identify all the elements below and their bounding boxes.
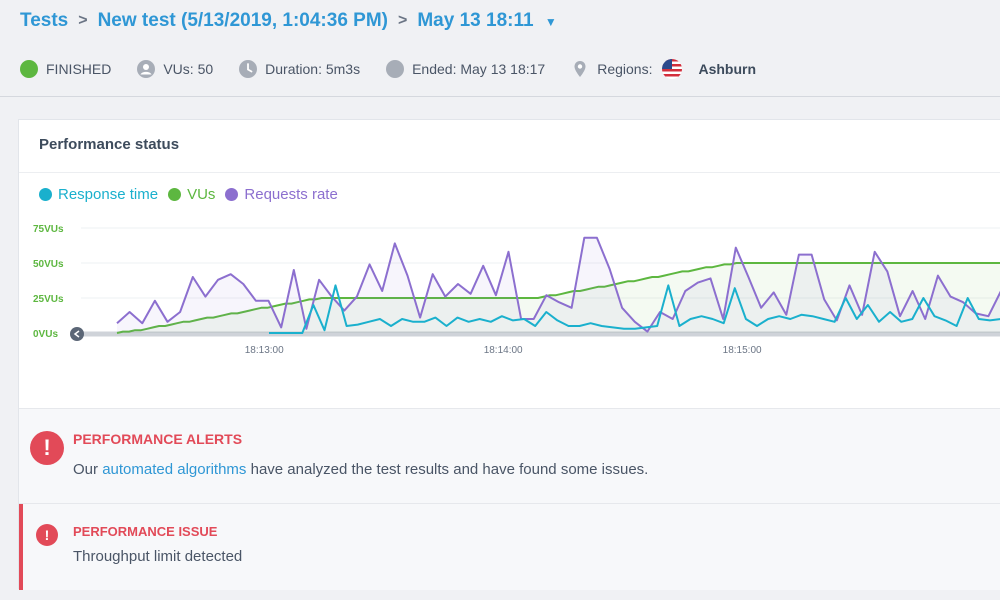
- caret-down-icon: ▼: [544, 15, 557, 29]
- status-regions: Regions: Ashburn: [571, 59, 756, 79]
- breadcrumb-test-link[interactable]: New test (5/13/2019, 1:04:36 PM): [97, 10, 388, 31]
- x-tick-label: 18:13:00: [245, 345, 284, 356]
- breadcrumb-tests-link[interactable]: Tests: [20, 10, 69, 31]
- chevron-left-glyph: [73, 330, 80, 338]
- x-tick-label: 18:15:00: [723, 345, 762, 356]
- alerts-text-before: Our: [73, 461, 103, 478]
- ended-label: Ended: May 13 18:17: [412, 61, 546, 77]
- ended-icon: [386, 60, 405, 78]
- card-header-divider: [19, 172, 1000, 173]
- us-flag-icon: [662, 59, 683, 79]
- run-selector[interactable]: May 13 18:11 ▼: [417, 10, 556, 32]
- alerts-title: PERFORMANCE ALERTS: [73, 431, 243, 447]
- alert-icon: !: [30, 431, 64, 465]
- status-vus: VUs: 50: [137, 60, 213, 78]
- alerts-text: Our automated algorithms have analyzed t…: [73, 461, 648, 478]
- clock-icon: [239, 60, 258, 78]
- status-finished: FINISHED: [20, 60, 111, 78]
- y-tick-label: 0VUs: [33, 329, 58, 340]
- alerts-text-after: have analyzed the test results and have …: [246, 461, 649, 478]
- breadcrumb: Tests > New test (5/13/2019, 1:04:36 PM)…: [20, 8, 557, 34]
- test-status-bar: FINISHED VUs: 50 Duration: 5m3s Ended: M…: [20, 58, 782, 80]
- chart-legend: Response time VUs Requests rate: [39, 186, 348, 203]
- status-ended: Ended: May 13 18:17: [386, 60, 545, 78]
- legend-dot-icon: [168, 188, 182, 201]
- y-tick-label: 75VUs: [33, 224, 64, 235]
- chevron-left-icon[interactable]: [70, 327, 84, 341]
- legend-dot-icon: [225, 188, 239, 201]
- series-line-response-time: [269, 284, 1000, 334]
- legend-response-time[interactable]: Response time: [39, 186, 158, 203]
- series-line-vus: [116, 262, 1000, 334]
- header-divider: [0, 96, 1000, 97]
- legend-dot-icon: [39, 188, 52, 201]
- run-selector-label: May 13 18:11: [417, 10, 534, 31]
- alert-icon: !: [36, 524, 58, 546]
- duration-label: Duration: 5m3s: [265, 61, 361, 77]
- performance-chart[interactable]: 75VUs 50VUs 25VUs 0VUs 18:13:00 18:14:00 18:15…: [19, 216, 1000, 376]
- user-icon: [137, 60, 156, 78]
- status-duration: Duration: 5m3s: [239, 60, 360, 78]
- issue-text: Throughput limit detected: [73, 548, 243, 565]
- legend-label: VUs: [187, 186, 216, 203]
- legend-label: Requests rate: [244, 186, 338, 203]
- status-dot-icon: [20, 60, 38, 78]
- performance-alerts: ! PERFORMANCE ALERTS Our automated algor…: [19, 408, 1000, 504]
- x-tick-label: 18:14:00: [484, 345, 523, 356]
- performance-status-card: Performance status Response time VUs Req…: [18, 119, 1000, 590]
- series-area-requests-rate: [117, 237, 1000, 333]
- card-title: Performance status: [39, 136, 180, 153]
- chevron-right-icon: >: [78, 12, 88, 29]
- legend-vus[interactable]: VUs: [168, 186, 215, 203]
- y-tick-label: 50VUs: [33, 259, 64, 270]
- performance-issue[interactable]: ! PERFORMANCE ISSUE Throughput limit det…: [19, 504, 1000, 590]
- vus-label: VUs: 50: [163, 61, 214, 77]
- map-pin-icon: [574, 61, 586, 77]
- legend-requests-rate[interactable]: Requests rate: [225, 186, 338, 203]
- legend-label: Response time: [58, 186, 159, 203]
- issue-title: PERFORMANCE ISSUE: [73, 524, 218, 539]
- automated-algorithms-link[interactable]: automated algorithms: [102, 461, 247, 478]
- chevron-right-icon: >: [398, 12, 408, 29]
- y-tick-label: 25VUs: [33, 294, 64, 305]
- region-name: Ashburn: [698, 61, 757, 77]
- series-line-requests-rate: [116, 236, 1000, 333]
- regions-label: Regions:: [597, 61, 653, 77]
- status-label: FINISHED: [46, 61, 112, 77]
